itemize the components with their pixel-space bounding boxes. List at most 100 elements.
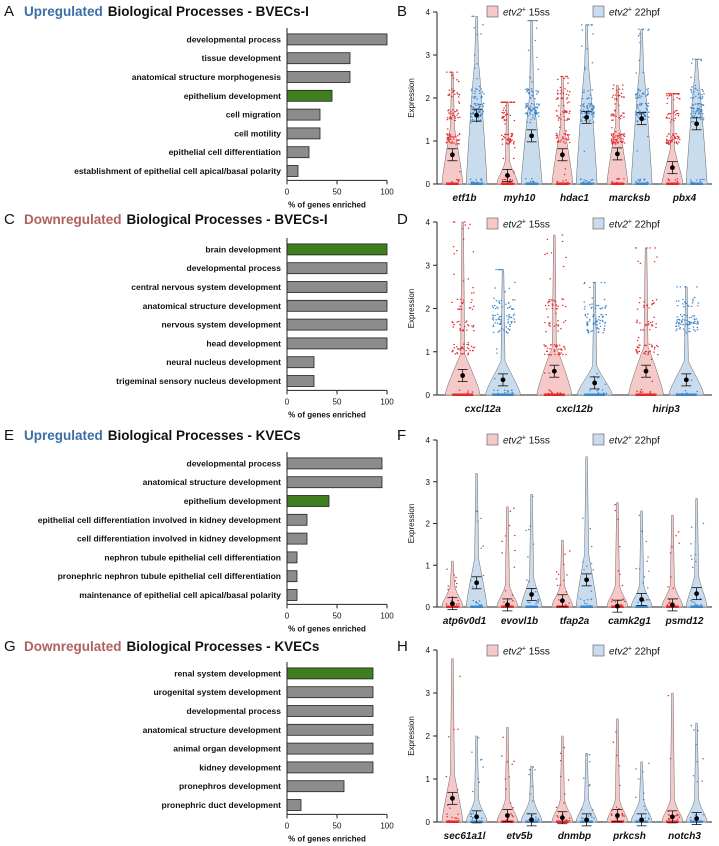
data-point <box>558 599 560 601</box>
legend-sup: + <box>628 219 632 226</box>
data-point <box>467 354 469 356</box>
data-point <box>531 495 534 498</box>
data-point <box>553 350 556 353</box>
data-point <box>511 594 514 596</box>
data-point <box>560 348 562 350</box>
data-point <box>506 112 508 115</box>
data-point <box>692 104 694 106</box>
data-point <box>513 760 515 762</box>
data-point <box>473 305 475 307</box>
data-point <box>557 115 559 117</box>
data-point <box>560 352 562 354</box>
data-point <box>468 348 470 350</box>
data-point <box>583 103 585 105</box>
data-point <box>565 179 567 181</box>
data-point <box>693 116 695 118</box>
data-point <box>642 93 645 95</box>
data-point <box>589 390 591 392</box>
data-point <box>674 137 676 139</box>
data-point <box>477 119 479 121</box>
data-point <box>651 346 653 348</box>
data-point <box>559 86 562 89</box>
data-point <box>674 137 677 139</box>
data-point <box>525 178 527 180</box>
data-point <box>586 603 588 605</box>
data-point <box>471 181 473 183</box>
data-point <box>697 109 699 111</box>
panel-letter: H <box>397 638 408 655</box>
data-point <box>668 117 670 119</box>
data-point <box>645 95 647 97</box>
data-point <box>492 306 494 309</box>
x-tick-label: pbx4 <box>672 193 697 204</box>
data-point <box>451 74 454 76</box>
bar <box>286 686 374 699</box>
data-point <box>532 95 534 97</box>
data-point <box>507 319 509 321</box>
data-point <box>586 113 588 115</box>
data-point <box>477 602 479 604</box>
data-point <box>696 58 698 60</box>
category-label: trigeminal sensory nucleus development <box>116 376 281 386</box>
data-point <box>615 143 617 145</box>
data-point <box>504 123 506 125</box>
data-point <box>474 96 477 98</box>
data-point <box>496 352 498 354</box>
data-point <box>476 33 479 36</box>
data-point <box>669 815 671 817</box>
legend-sup: + <box>628 646 632 653</box>
data-point <box>636 150 639 152</box>
data-point <box>690 305 693 308</box>
data-point <box>556 584 559 587</box>
data-point <box>547 316 549 318</box>
data-point <box>602 315 604 317</box>
bar <box>286 723 374 736</box>
data-point <box>589 103 592 105</box>
data-point <box>499 329 501 331</box>
data-point <box>456 109 458 111</box>
category-label: epithelium development <box>184 496 281 506</box>
data-point <box>593 106 595 108</box>
data-point <box>586 107 588 109</box>
data-point <box>682 298 684 301</box>
data-point <box>462 329 465 332</box>
data-point <box>591 109 594 112</box>
data-point <box>648 343 651 345</box>
data-point <box>697 109 699 112</box>
data-point <box>655 323 657 325</box>
data-point <box>678 542 680 544</box>
data-point <box>511 763 513 765</box>
category-label: anatomical structure development <box>143 725 282 735</box>
data-point <box>677 113 680 115</box>
data-point <box>507 133 509 136</box>
category-label: cell differentiation involved in kidney … <box>77 534 281 544</box>
title-prefix: Upregulated <box>24 4 103 19</box>
title-prefix: Downregulated <box>24 639 122 654</box>
data-point <box>533 107 535 109</box>
data-point <box>499 268 501 271</box>
data-point <box>498 318 501 321</box>
mean-marker <box>615 151 620 157</box>
data-point <box>637 260 639 262</box>
data-point <box>531 109 533 111</box>
data-point <box>581 97 584 100</box>
data-point <box>583 179 585 181</box>
data-point <box>501 117 503 119</box>
legend-22hpf: etv2+ 22hpf <box>592 217 660 231</box>
data-point <box>448 93 451 95</box>
data-point <box>492 325 495 328</box>
legend-swatch <box>486 5 499 18</box>
data-point <box>580 119 583 121</box>
mean-marker <box>683 377 689 383</box>
data-point <box>482 24 484 26</box>
legend-sup: + <box>522 7 526 14</box>
data-point <box>568 817 571 819</box>
x-axis-label: % of genes enriched <box>288 200 366 209</box>
data-point <box>623 815 626 817</box>
data-point <box>591 24 593 26</box>
zero-cluster <box>635 393 657 396</box>
mean-marker <box>670 602 675 608</box>
data-point <box>649 247 651 249</box>
data-point <box>677 93 679 95</box>
x-tick-label: 50 <box>333 821 342 830</box>
